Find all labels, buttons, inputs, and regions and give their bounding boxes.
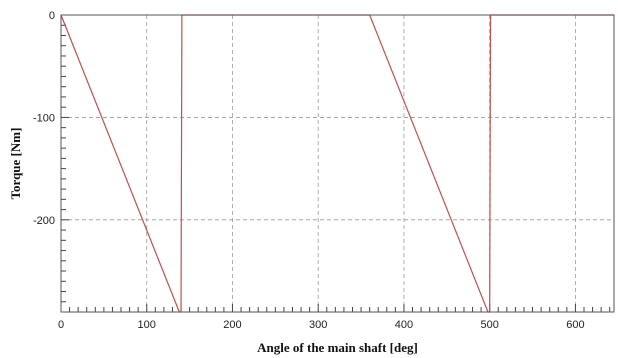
- plot-frame: [60, 14, 615, 313]
- minor-ticks: [60, 14, 611, 313]
- y-tick-label: 0: [49, 10, 55, 22]
- y-tick-label: -100: [33, 112, 55, 124]
- x-tick-label: 200: [223, 319, 241, 331]
- x-axis-title: Angle of the main shaft [deg]: [257, 340, 418, 355]
- x-tick-label: 600: [566, 319, 584, 331]
- x-tick-label: 300: [309, 319, 327, 331]
- x-tick-label: 400: [395, 319, 413, 331]
- x-tick-label: 500: [481, 319, 499, 331]
- y-axis-title: Torque [Nm]: [8, 128, 23, 200]
- y-tick-labels: 0 -100 -200: [33, 10, 55, 227]
- x-tick-label: 0: [58, 319, 64, 331]
- x-tick-labels: 0 100 200 300 400 500 600: [58, 319, 585, 331]
- x-tick-label: 100: [138, 319, 156, 331]
- y-tick-label: -200: [33, 215, 55, 227]
